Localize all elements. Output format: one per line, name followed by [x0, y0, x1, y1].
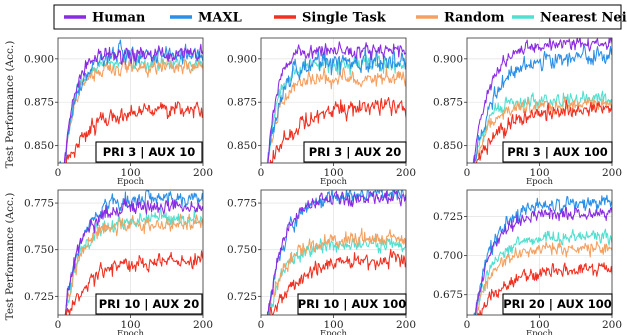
series-random: [267, 66, 406, 163]
series-single-task: [269, 248, 406, 315]
legend-label-single-task: Single Task: [302, 11, 387, 26]
x-tick-label: 100: [323, 167, 343, 179]
series-human: [63, 43, 203, 163]
series-single-task: [267, 97, 406, 163]
y-axis-label: Test Performance (Acc.): [4, 193, 16, 321]
y-tick-label: 0.725: [24, 291, 54, 303]
panel-tag-box: [95, 293, 203, 315]
x-tick-label: 200: [193, 167, 213, 179]
x-tick-label: 200: [602, 167, 622, 179]
panel-tag-label: PRI 3 | AUX 100: [507, 145, 608, 159]
legend-label-maxl: MAXL: [198, 11, 242, 26]
series-human: [64, 197, 203, 315]
x-tick-label: 200: [396, 167, 416, 179]
x-axis-label: Epoch: [320, 177, 348, 187]
y-tick-label: 0.725: [433, 211, 463, 223]
panel-tag-box: [502, 141, 613, 163]
series-human: [266, 190, 406, 315]
panel-tag-label: PRI 20 | AUX 100: [503, 297, 612, 311]
y-tick-label: 0.775: [24, 198, 54, 210]
series-human: [474, 207, 612, 315]
x-tick-label: 100: [120, 167, 140, 179]
x-axis-label: Epoch: [526, 329, 554, 335]
series-nearest-neighbour: [476, 228, 612, 315]
y-tick-label: 0.900: [227, 53, 257, 65]
x-axis-label: Epoch: [320, 329, 348, 335]
x-tick-label: 100: [529, 319, 549, 331]
x-axis-label: Epoch: [117, 329, 145, 335]
y-tick-label: 0.725: [227, 291, 257, 303]
x-axis-label: Epoch: [526, 177, 554, 187]
y-tick-label: 0.875: [24, 97, 54, 109]
x-tick-label: 0: [55, 167, 62, 179]
x-tick-label: 0: [464, 167, 471, 179]
panel-tag-box: [502, 293, 613, 315]
x-tick-label: 100: [120, 319, 140, 331]
x-tick-label: 100: [529, 167, 549, 179]
series-maxl: [65, 190, 203, 315]
series-single-task: [65, 250, 203, 315]
y-tick-label: 0.900: [433, 53, 463, 65]
series-random: [65, 213, 203, 315]
series-maxl: [467, 45, 612, 163]
y-axis-label: Test Performance (Acc.): [4, 41, 16, 169]
legend-label-nearest-neighbour: Nearest Neighbour: [540, 11, 627, 26]
panel-tag-box: [95, 141, 203, 163]
panel-tag-label: PRI 10 | AUX 100: [298, 297, 407, 311]
x-tick-label: 0: [464, 319, 471, 331]
series-human: [473, 38, 612, 163]
panel-5: 0 100 200 0.725 0.750 0.775 Epoch PRI 10 | AUX …: [227, 189, 416, 335]
y-tick-label: 0.850: [24, 140, 54, 152]
x-tick-label: 0: [55, 319, 62, 331]
series-single-task: [475, 99, 612, 163]
y-tick-label: 0.850: [433, 140, 463, 152]
series-nearest-neighbour: [267, 237, 406, 315]
y-tick-label: 0.750: [24, 244, 54, 256]
x-tick-label: 0: [258, 167, 265, 179]
panel-tag-box: [297, 293, 407, 315]
y-tick-label: 0.850: [227, 140, 257, 152]
series-maxl: [267, 45, 406, 163]
legend-label-human: Human: [92, 11, 146, 26]
panel-tag-label: PRI 3 | AUX 10: [103, 145, 196, 159]
panel-2: 0 100 200 0.850 0.875 0.900 Epoch PRI 3 | AUX 2…: [227, 37, 416, 187]
legend-label-random: Random: [444, 11, 505, 26]
y-tick-label: 0.750: [227, 244, 257, 256]
series-maxl: [473, 194, 612, 315]
series-random: [474, 96, 612, 163]
panel-tag-label: PRI 10 | AUX 20: [99, 297, 200, 311]
legend: Human MAXL Single Task Random Nearest Neighb…: [53, 4, 627, 30]
x-tick-label: 200: [193, 319, 213, 331]
panel-6: 0 100 200 0.675 0.700 0.725 Epoch PRI 20 | AUX …: [433, 189, 622, 335]
x-tick-label: 100: [323, 319, 343, 331]
series-random: [474, 240, 612, 315]
series-human: [267, 41, 406, 163]
chart-panels: 0 100 200 0.850 0.875 0.900 Epoch Test Performa…: [4, 37, 622, 335]
series-single-task: [65, 101, 203, 163]
panel-4: 0 100 200 0.725 0.750 0.775 Epoch Test Performa…: [4, 189, 213, 335]
x-tick-label: 200: [396, 319, 416, 331]
y-tick-label: 0.700: [433, 250, 463, 262]
y-tick-label: 0.875: [433, 97, 463, 109]
x-tick-label: 0: [258, 319, 265, 331]
panel-3: 0 100 200 0.850 0.875 0.900 Epoch PRI 3 | AUX 1…: [433, 37, 622, 187]
x-tick-label: 200: [602, 319, 622, 331]
y-tick-label: 0.900: [24, 53, 54, 65]
series-random: [268, 227, 406, 315]
series-single-task: [477, 262, 612, 315]
y-tick-label: 0.775: [227, 198, 257, 210]
x-axis-label: Epoch: [117, 177, 145, 187]
y-tick-label: 0.875: [227, 97, 257, 109]
panel-1: 0 100 200 0.850 0.875 0.900 Epoch Test Performa…: [4, 37, 213, 187]
panel-tag-label: PRI 3 | AUX 20: [309, 145, 402, 159]
y-tick-label: 0.675: [433, 289, 463, 301]
panel-tag-box: [303, 141, 407, 163]
